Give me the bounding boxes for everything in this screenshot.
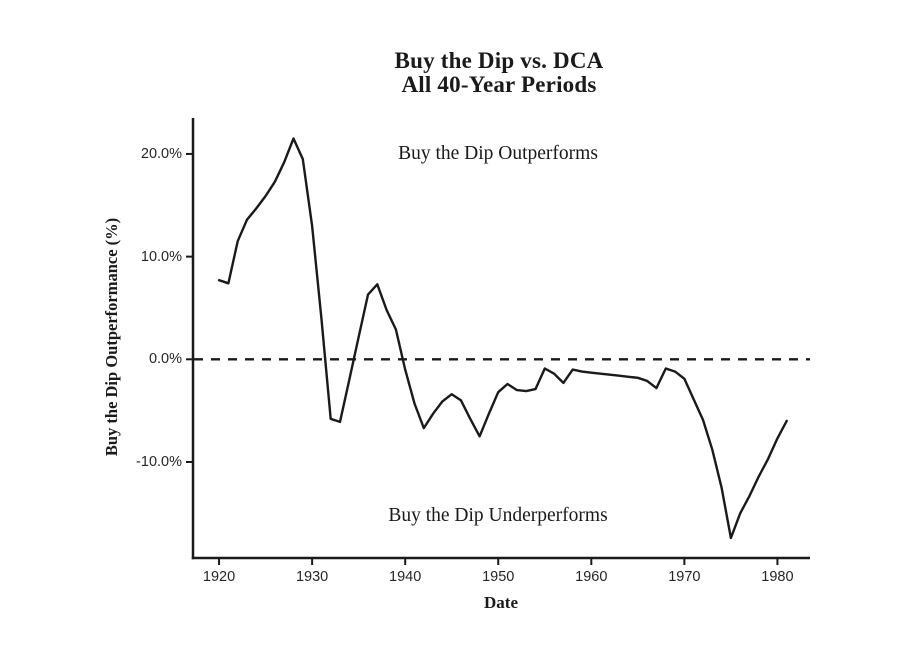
chart-title-line2: All 40-Year Periods: [401, 71, 597, 97]
x-axis-label: Date: [484, 593, 518, 612]
x-tick-label: 1950: [482, 569, 515, 585]
x-tick-label: 1920: [202, 569, 236, 585]
x-tick-label: 1980: [761, 569, 794, 585]
annotation-underperforms: Buy the Dip Underperforms: [388, 505, 608, 526]
y-tick-label: -10.0%: [136, 453, 182, 470]
x-tick-label: 1940: [389, 569, 422, 585]
y-tick-label: 20.0%: [140, 145, 182, 162]
x-tick-label: 1930: [295, 569, 329, 585]
y-tick-label: 0.0%: [148, 351, 182, 368]
x-tick-label: 1970: [668, 569, 701, 585]
chart-title: Buy the Dip vs. DCA All 40-Year Periods: [395, 49, 604, 96]
annotation-outperforms: Buy the Dip Outperforms: [398, 143, 598, 164]
data-line: [217, 137, 788, 540]
chart-title-line1: Buy the Dip vs. DCA: [394, 48, 604, 73]
y-tick-label: 10.0%: [140, 248, 182, 265]
x-tick-label: 1960: [575, 569, 608, 585]
